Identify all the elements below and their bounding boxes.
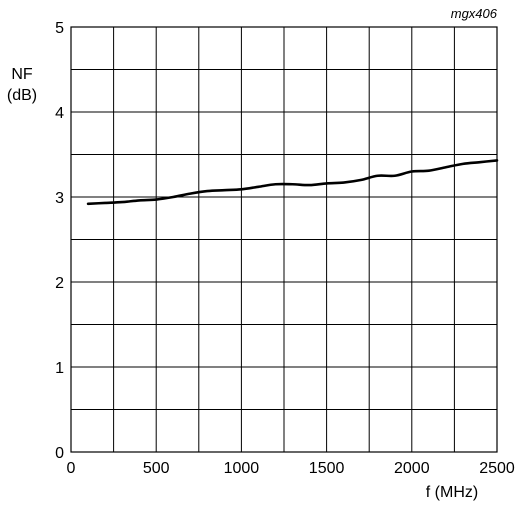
x-tick-labels: 0 500 1000 1500 2000 2500 — [67, 460, 515, 477]
x-tick-label: 1000 — [224, 460, 260, 477]
figure-id: mgx406 — [451, 6, 498, 21]
x-tick-label: 0 — [67, 460, 76, 477]
y-tick-labels: 0 1 2 3 4 5 — [55, 20, 64, 462]
y-tick-label: 0 — [55, 445, 64, 462]
plot-frame — [70, 26, 498, 453]
x-tick-label: 1500 — [309, 460, 345, 477]
y-axis-label-line1: NF — [11, 66, 33, 83]
y-tick-label: 3 — [55, 190, 64, 207]
x-tick-label: 500 — [143, 460, 170, 477]
y-tick-label: 1 — [55, 360, 64, 377]
x-tick-label: 2000 — [394, 460, 430, 477]
y-tick-label: 2 — [55, 275, 64, 292]
y-axis-label-line2: (dB) — [7, 87, 37, 104]
x-tick-label: 2500 — [479, 460, 515, 477]
x-axis-label: f (MHz) — [426, 484, 478, 501]
grid — [71, 27, 497, 452]
y-tick-label: 4 — [55, 105, 64, 122]
y-tick-label: 5 — [55, 20, 64, 37]
nf-curve — [86, 159, 499, 206]
